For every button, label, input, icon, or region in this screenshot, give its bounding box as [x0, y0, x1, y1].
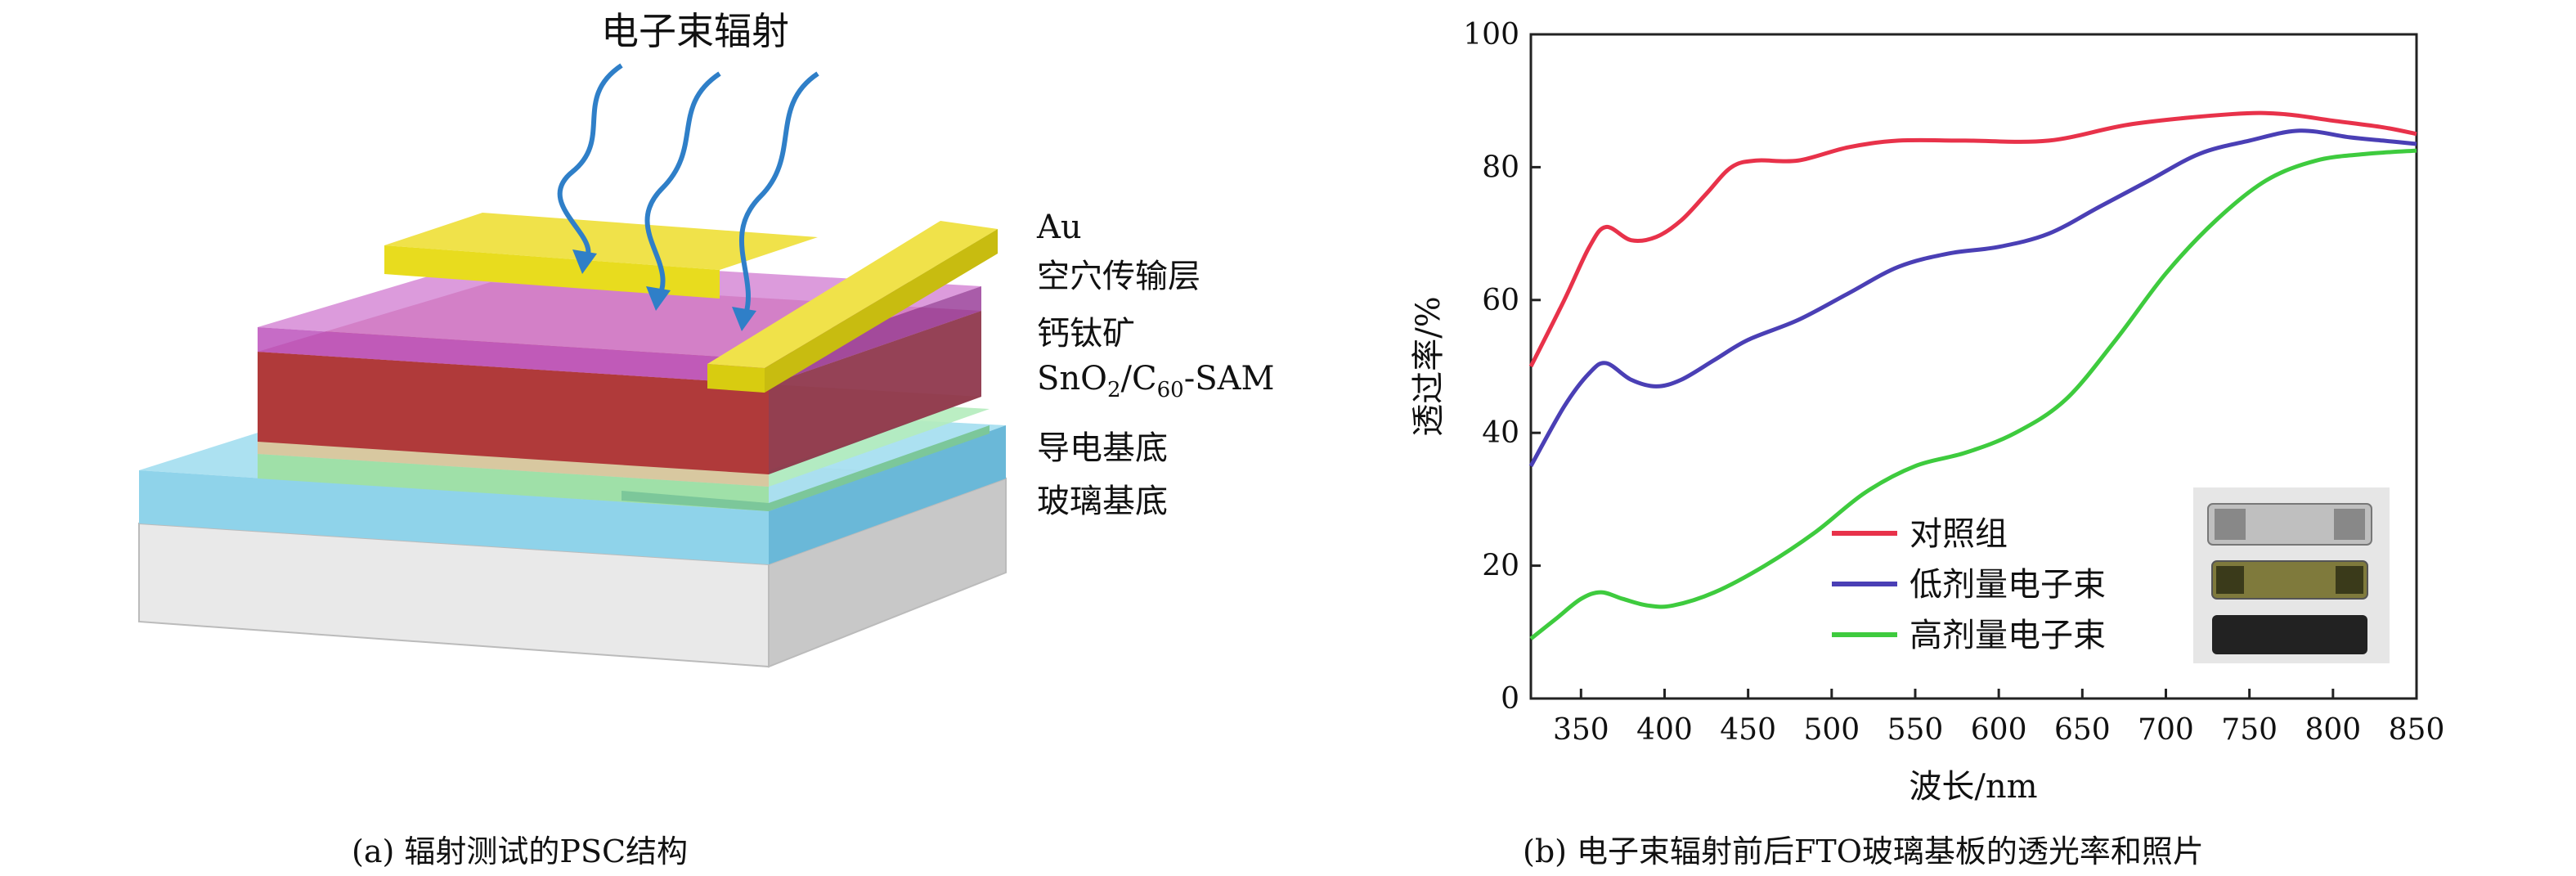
irradiation-label: 电子束辐射 [601, 9, 789, 53]
y-ticks: 0 20 40 60 80 100 [1463, 18, 1541, 716]
psc-structure-diagram [138, 63, 1007, 668]
x-tick-label: 800 [2304, 713, 2361, 747]
series-lines [1528, 110, 2417, 640]
legend-label-1: 对照组 [1910, 515, 2008, 553]
au-electrode-side [707, 221, 998, 393]
layer-label-au: Au [1037, 209, 1082, 246]
layer-label-htl: 空穴传输层 [1037, 258, 1200, 295]
sam-label: -SAM [1183, 360, 1275, 398]
series-line-3 [1529, 148, 2417, 640]
au-electrode-top [384, 213, 818, 299]
sno2-label-a: SnO [1037, 360, 1107, 398]
y-tick-label: 20 [1482, 550, 1519, 583]
caption-a: (a) 辐射测试的PSC结构 [352, 833, 689, 869]
x-tick-label: 600 [1971, 713, 2027, 747]
y-tick-label: 40 [1482, 416, 1519, 450]
inset-photo [2193, 487, 2390, 663]
y-axis-title: 透过率/% [1410, 296, 1447, 436]
y-tick-label: 100 [1463, 18, 1519, 52]
x-axis-title: 波长/nm [1909, 768, 2037, 806]
x-tick-label: 850 [2389, 713, 2445, 747]
y-tick-label: 0 [1501, 682, 1519, 716]
caption-b: (b) 电子束辐射前后FTO玻璃基板的透光率和照片 [1523, 833, 2204, 869]
wave-arrow-3 [738, 71, 819, 321]
x-ticks: 350 400 450 500 550 600 650 700 750 800 850 [1553, 689, 2444, 747]
x-tick-label: 550 [1887, 713, 1944, 747]
layer-label-conductive: 导电基底 [1037, 429, 1168, 467]
layer-label-sno2: SnO2/C60-SAM [1037, 360, 1274, 402]
x-tick-label: 500 [1803, 713, 1860, 747]
arrow-heads [572, 249, 756, 331]
wave-arrow-2 [644, 71, 721, 300]
c60-label-sub: 60 [1156, 378, 1184, 402]
x-tick-label: 750 [2221, 713, 2278, 747]
y-tick-label: 60 [1482, 284, 1519, 317]
y-tick-label: 80 [1482, 150, 1519, 184]
series-line-1 [1528, 110, 2417, 368]
x-tick-label: 450 [1720, 713, 1776, 747]
legend-label-3: 高剂量电子束 [1910, 617, 2106, 654]
layer-label-perovskite: 钙钛矿 [1037, 315, 1135, 353]
x-tick-label: 350 [1553, 713, 1609, 747]
x-tick-label: 700 [2138, 713, 2194, 747]
x-tick-label: 650 [2054, 713, 2111, 747]
wave-arrow-1 [557, 63, 623, 263]
x-tick-label: 400 [1636, 713, 1693, 747]
series-line-2 [1528, 128, 2417, 468]
sno2-label-b: /C [1120, 360, 1157, 398]
irradiation-arrows [557, 63, 819, 321]
layer-label-glass: 玻璃基底 [1037, 483, 1168, 520]
legend-label-2: 低剂量电子束 [1910, 566, 2106, 604]
sno2-label-sub: 2 [1106, 378, 1121, 402]
